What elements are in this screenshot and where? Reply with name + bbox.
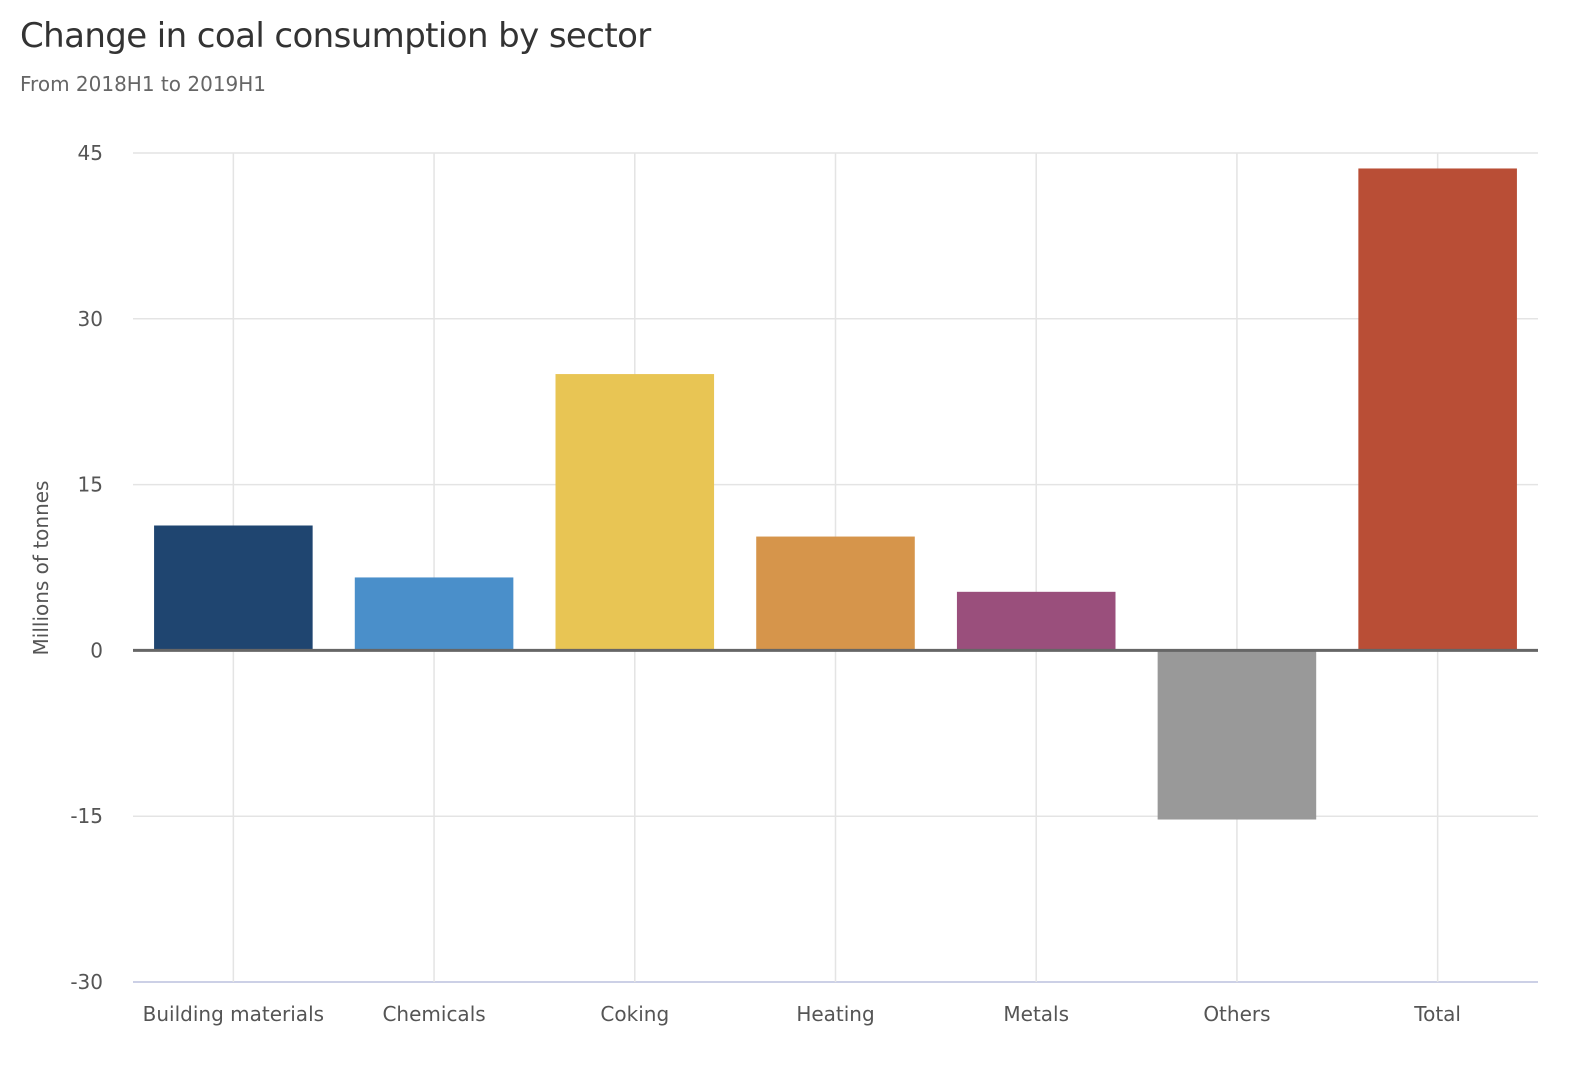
y-axis-title: Millions of tonnes: [29, 481, 53, 656]
bar-chemicals: [354, 577, 514, 651]
y-tick-label: 30: [78, 307, 103, 331]
y-tick-label: -30: [70, 970, 103, 994]
bar-coking: [555, 374, 715, 651]
x-tick-label: Heating: [796, 1002, 874, 1026]
x-tick-label: Others: [1203, 1002, 1270, 1026]
y-tick-label: 45: [78, 141, 103, 165]
y-tick-label: 15: [78, 473, 103, 497]
bar-heating: [756, 536, 915, 651]
bar-others: [1157, 650, 1317, 820]
x-tick-label: Chemicals: [382, 1002, 485, 1026]
x-tick-label: Building materials: [143, 1002, 324, 1026]
bar-building-materials: [154, 525, 313, 651]
y-tick-label: -15: [70, 804, 103, 828]
chart-subtitle: From 2018H1 to 2019H1: [20, 72, 267, 96]
axis-layer: 45 30 15 0 -15 -30 Building materials Chemicals…: [70, 141, 1538, 1026]
y-tick-label: 0: [90, 638, 103, 662]
bar-layer: [154, 168, 1517, 820]
x-tick-label: Total: [1413, 1002, 1461, 1026]
bar-metals: [956, 591, 1116, 651]
chart-title: Change in coal consumption by sector: [20, 16, 651, 56]
x-tick-label: Coking: [600, 1002, 669, 1026]
x-tick-label: Metals: [1003, 1002, 1069, 1026]
bar-total: [1358, 168, 1517, 651]
